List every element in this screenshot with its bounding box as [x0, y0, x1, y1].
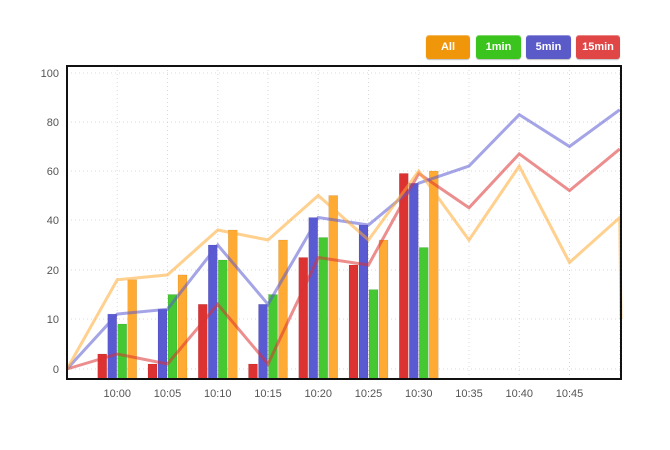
bar	[147, 363, 158, 380]
bar	[368, 289, 379, 380]
bar	[308, 217, 318, 380]
y-tick-label: 40	[47, 215, 59, 227]
5min-button[interactable]: 5min	[526, 35, 571, 59]
bar	[348, 264, 359, 380]
bar	[198, 304, 208, 380]
x-tick-label: 10:00	[103, 388, 131, 400]
bar	[419, 247, 429, 380]
series-line	[65, 108, 621, 371]
bar	[378, 239, 389, 380]
bar	[268, 294, 278, 380]
x-tick-label: 10:40	[505, 388, 533, 400]
x-tick-label: 10:10	[204, 388, 232, 400]
15min-button[interactable]: 15min	[576, 35, 620, 59]
bar	[358, 224, 369, 380]
x-tick-label: 10:45	[556, 388, 584, 400]
bar	[157, 308, 168, 380]
x-tick-label: 10:15	[254, 388, 282, 400]
all-button[interactable]: All	[426, 35, 470, 59]
y-tick-label: 60	[47, 166, 59, 178]
x-tick-label: 10:20	[304, 388, 332, 400]
bar	[218, 259, 228, 380]
bar	[409, 183, 419, 380]
bar	[328, 195, 338, 380]
bar	[127, 279, 137, 380]
bar	[258, 304, 268, 380]
y-tick-label: 20	[47, 265, 59, 277]
series-line	[65, 163, 623, 370]
series-line	[66, 147, 621, 371]
plot-frame	[66, 65, 622, 380]
y-tick-label: 80	[47, 117, 59, 129]
y-tick-label: 0	[53, 364, 59, 376]
bar	[429, 170, 439, 380]
bar	[117, 323, 127, 380]
bar	[248, 363, 258, 380]
y-tick-label: 10	[47, 314, 59, 326]
bar	[298, 257, 308, 380]
x-tick-label: 10:30	[405, 388, 433, 400]
y-tick-label: 100	[41, 68, 59, 80]
1min-button[interactable]: 1min	[476, 35, 521, 59]
x-tick-label: 10:35	[455, 388, 483, 400]
bar	[278, 239, 288, 380]
x-tick-label: 10:25	[355, 388, 383, 400]
x-tick-label: 10:05	[154, 388, 182, 400]
bar	[228, 229, 238, 380]
